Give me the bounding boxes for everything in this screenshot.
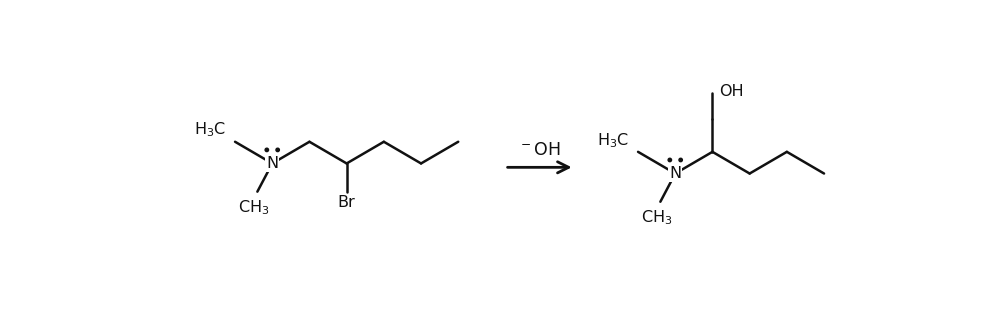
Text: CH$_3$: CH$_3$ bbox=[641, 208, 672, 227]
Text: $^-$OH: $^-$OH bbox=[518, 141, 561, 159]
Text: Br: Br bbox=[338, 195, 356, 210]
Text: N: N bbox=[266, 156, 278, 171]
Text: CH$_3$: CH$_3$ bbox=[238, 198, 269, 216]
Circle shape bbox=[276, 148, 279, 152]
Text: H$_3$C: H$_3$C bbox=[194, 121, 226, 139]
Circle shape bbox=[668, 158, 672, 162]
Text: H$_3$C: H$_3$C bbox=[597, 131, 629, 149]
Circle shape bbox=[265, 148, 269, 152]
Text: N: N bbox=[669, 166, 681, 181]
Text: OH: OH bbox=[719, 84, 743, 99]
Circle shape bbox=[679, 158, 682, 162]
